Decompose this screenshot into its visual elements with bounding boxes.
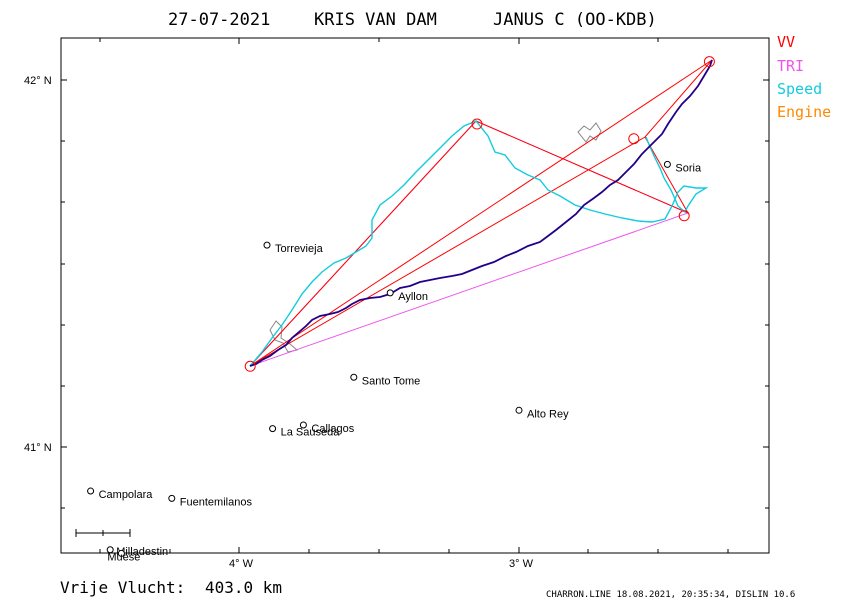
town-label: Santo Tome: [362, 375, 421, 387]
flight-date: 27-07-2021: [168, 10, 270, 30]
town-marker: [515, 406, 523, 414]
software-credit: CHARRON.LINE 18.08.2021, 20:35:34, DISLI…: [546, 590, 795, 600]
town-marker: [663, 160, 671, 168]
town-marker: [269, 425, 277, 433]
town-marker: [299, 421, 307, 429]
town-label: Campolara: [99, 489, 154, 501]
town-marker: [168, 494, 176, 502]
legend: VV TRI Speed Engine: [777, 33, 831, 121]
flight-track: [249, 59, 713, 367]
town-label: Torrevieja: [275, 243, 324, 255]
map-frame: [60, 37, 770, 554]
legend-vv: VV: [777, 33, 795, 51]
airspace-shape-west: [269, 320, 299, 353]
town-label: Callagos: [311, 423, 354, 435]
town-marker: [263, 241, 271, 249]
free-flight-task: [249, 59, 713, 367]
legend-engine: Engine: [777, 103, 831, 121]
legend-speed: Speed: [777, 80, 822, 98]
legend-tri: TRI: [777, 57, 804, 75]
town-label: Fuentemilanos: [180, 496, 253, 508]
town-label: Alto Rey: [527, 408, 569, 420]
glider-name: JANUS C (OO-KDB): [493, 10, 657, 30]
town-label: Soria: [675, 162, 702, 174]
turnpoint-marker: [703, 56, 715, 68]
lon-label-4w: 4° W: [229, 558, 254, 570]
pilot-name: KRIS VAN DAM: [314, 10, 437, 30]
town-marker: [87, 487, 95, 495]
lat-label-41: 41° N: [24, 442, 52, 454]
speed-trace: [249, 120, 709, 367]
distance-label: Vrije Vlucht:: [60, 578, 185, 597]
lat-label-42: 42° N: [24, 75, 52, 87]
axis-ticks: [61, 38, 769, 553]
turnpoint-marker: [244, 360, 256, 372]
town-label: Muese: [107, 551, 140, 563]
town-label: Ayllon: [398, 291, 428, 303]
towns: Soria Torrevieja Ayllon Santo Tome Alto Rey C…: [87, 160, 702, 563]
town-marker: [117, 549, 125, 557]
airspace-shape-north: [577, 122, 602, 143]
turnpoint-marker: [628, 133, 640, 145]
town-marker: [386, 289, 394, 297]
lon-label-3w: 3° W: [509, 558, 534, 570]
turnpoint-marker: [471, 118, 483, 130]
distance-value: 403.0 km: [205, 578, 282, 597]
turnpoints: [244, 56, 715, 372]
town-label: Milladestin: [116, 546, 168, 558]
turnpoint-marker: [678, 210, 690, 222]
town-marker: [350, 373, 358, 381]
town-marker: [106, 546, 114, 554]
town-label: La Sauseda: [281, 427, 341, 439]
